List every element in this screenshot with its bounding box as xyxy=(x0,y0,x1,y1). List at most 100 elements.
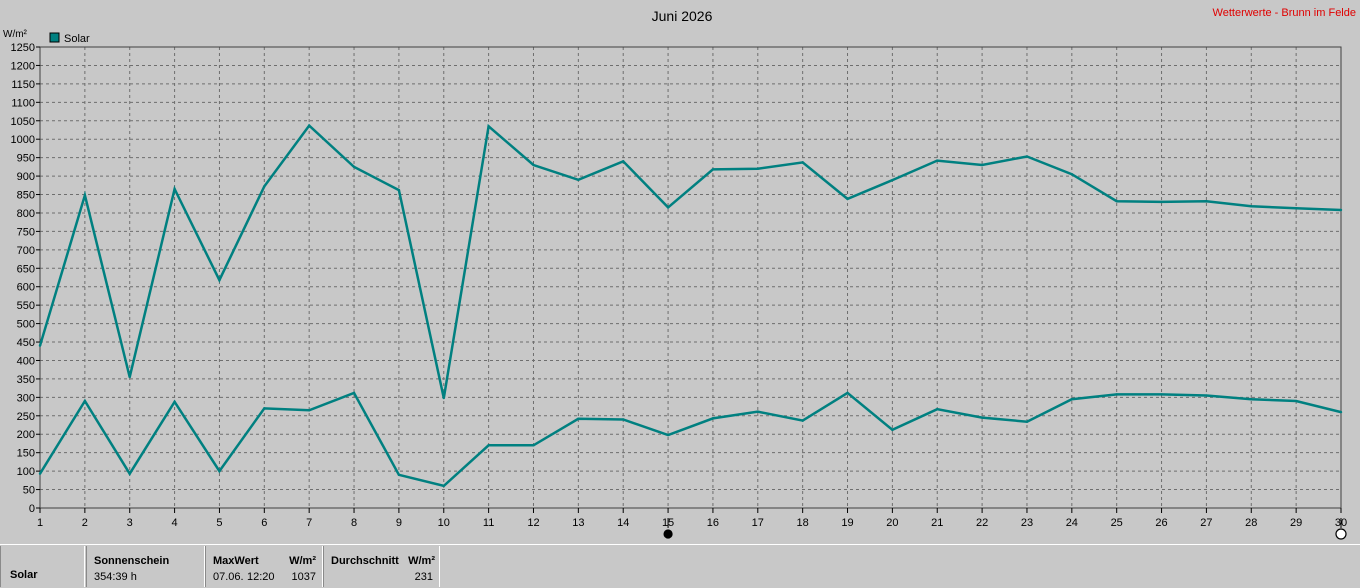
data-point-avg xyxy=(1205,394,1208,397)
y-tick-label: 600 xyxy=(17,282,35,294)
data-point-avg xyxy=(577,417,580,420)
data-point-max xyxy=(397,188,401,192)
data-point-avg xyxy=(1339,410,1343,414)
x-tick-label: 3 xyxy=(127,517,133,529)
x-tick-label: 1 xyxy=(37,517,43,529)
x-tick-label: 24 xyxy=(1066,517,1078,529)
series-layer xyxy=(38,123,1343,488)
data-point-avg xyxy=(128,472,131,475)
x-tick-label: 21 xyxy=(931,517,943,529)
legend-label: Solar xyxy=(64,33,90,45)
data-point-avg xyxy=(83,399,87,403)
chart-title: Juni 2026 xyxy=(652,8,713,24)
data-point-avg xyxy=(801,419,804,422)
data-point-max xyxy=(846,197,849,201)
data-point-avg xyxy=(352,391,356,395)
data-point-avg xyxy=(666,433,670,437)
data-point-max xyxy=(666,206,670,209)
y-tick-label: 1100 xyxy=(11,97,35,109)
x-tick-label: 17 xyxy=(752,517,764,529)
x-tick-label: 23 xyxy=(1021,517,1033,529)
max-date: 07.06. xyxy=(213,571,244,583)
data-point-avg xyxy=(218,469,221,473)
x-tick-label: 26 xyxy=(1155,517,1167,529)
y-tick-label: 250 xyxy=(17,411,35,423)
y-tick-label: 450 xyxy=(17,337,35,349)
x-tick-label: 28 xyxy=(1245,517,1257,529)
data-point-max xyxy=(980,163,984,167)
avg-header: Durchschnitt xyxy=(331,555,399,567)
y-tick-label: 300 xyxy=(17,392,35,404)
y-tick-label: 100 xyxy=(17,466,35,478)
data-point-max xyxy=(801,161,804,164)
data-point-max xyxy=(711,168,715,171)
x-tick-label: 22 xyxy=(976,517,988,529)
x-tick-label: 20 xyxy=(886,517,898,529)
max-value: 1037 xyxy=(291,571,316,583)
plot-frame xyxy=(39,46,1342,509)
y-tick-label: 700 xyxy=(17,245,35,257)
data-point-max xyxy=(1025,155,1029,158)
data-point-max xyxy=(83,194,87,197)
data-point-avg xyxy=(1250,398,1253,401)
avg-box: Durchschnitt W/m² 231 xyxy=(323,546,440,587)
x-tick-label: 5 xyxy=(216,517,222,529)
y-tick-label: 150 xyxy=(17,448,35,460)
grid-layer xyxy=(40,47,1341,508)
x-tick-label: 8 xyxy=(351,517,357,529)
x-tick-label: 15 xyxy=(662,517,674,529)
x-tick-label: 7 xyxy=(306,517,312,529)
data-point-max xyxy=(1205,199,1208,203)
max-header: MaxWert xyxy=(213,555,259,567)
legend-swatch xyxy=(49,32,60,43)
data-point-max xyxy=(577,178,580,181)
y-tick-label: 650 xyxy=(17,263,35,275)
data-point-avg xyxy=(1160,393,1163,396)
x-tick-label: 18 xyxy=(797,517,809,529)
data-point-avg xyxy=(38,472,42,475)
data-point-avg xyxy=(622,418,625,421)
data-point-avg xyxy=(397,473,401,477)
sunshine-value: 354:39 h xyxy=(94,571,137,583)
data-point-max xyxy=(1160,200,1163,204)
data-point-max xyxy=(936,159,939,162)
avg-unit: W/m² xyxy=(408,555,435,567)
y-tick-label: 1200 xyxy=(11,60,35,72)
x-tick-label: 19 xyxy=(841,517,853,529)
x-tick-label: 29 xyxy=(1290,517,1302,529)
footer-row-label: Solar xyxy=(10,569,38,581)
x-tick-label: 9 xyxy=(396,517,402,529)
data-point-avg xyxy=(173,400,176,403)
max-unit: W/m² xyxy=(289,555,316,567)
data-point-max xyxy=(173,187,176,191)
x-tick-label: 25 xyxy=(1111,517,1123,529)
data-point-max xyxy=(307,124,311,127)
y-tick-label: 200 xyxy=(17,429,35,441)
data-point-avg xyxy=(1115,393,1118,396)
y-tick-label: 850 xyxy=(17,190,35,202)
y-tick-label: 50 xyxy=(23,485,35,497)
data-point-avg xyxy=(1025,420,1029,423)
data-point-avg xyxy=(442,484,445,488)
data-point-max xyxy=(263,185,266,188)
data-point-max xyxy=(1070,173,1074,176)
data-point-avg xyxy=(891,428,894,432)
x-tick-label: 13 xyxy=(572,517,584,529)
data-point-max xyxy=(891,178,894,182)
data-point-avg xyxy=(307,409,311,412)
data-point-max xyxy=(442,396,445,400)
y-tick-label: 1250 xyxy=(11,42,35,54)
x-tick-label: 14 xyxy=(617,517,629,529)
data-point-max xyxy=(352,165,356,169)
x-tick-label: 10 xyxy=(438,517,450,529)
data-point-max xyxy=(218,278,221,282)
data-point-max xyxy=(1250,205,1253,208)
new-moon-icon xyxy=(663,529,673,539)
avg-value: 231 xyxy=(414,571,433,583)
data-point-avg xyxy=(846,391,849,395)
data-point-max xyxy=(128,375,131,379)
data-point-avg xyxy=(263,407,266,410)
x-tick-label: 2 xyxy=(82,517,88,529)
sunshine-header: Sonnenschein xyxy=(94,555,170,567)
data-point-max xyxy=(38,344,42,347)
